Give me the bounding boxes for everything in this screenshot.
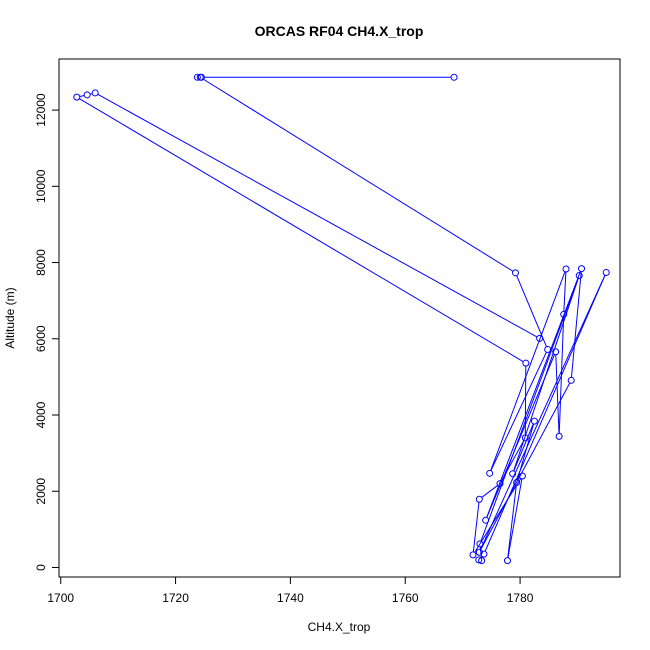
data-point bbox=[196, 73, 204, 81]
data-point bbox=[496, 480, 504, 488]
data-point bbox=[511, 269, 519, 277]
y-tick-label: 8000 bbox=[34, 249, 48, 276]
series-segment bbox=[480, 278, 579, 542]
data-point bbox=[450, 73, 458, 81]
data-point bbox=[475, 556, 483, 564]
y-tick-label: 4000 bbox=[34, 401, 48, 428]
data-point bbox=[480, 550, 488, 558]
data-point bbox=[475, 548, 483, 556]
series-segment bbox=[202, 78, 514, 272]
y-tick-label: 10000 bbox=[34, 169, 48, 203]
series-segment bbox=[480, 382, 571, 550]
data-point bbox=[521, 434, 529, 442]
series-lines bbox=[79, 76, 606, 558]
data-point bbox=[469, 551, 477, 559]
data-point bbox=[552, 348, 560, 356]
series-segment bbox=[570, 271, 582, 378]
series-segment bbox=[513, 278, 579, 472]
data-point bbox=[567, 376, 575, 384]
data-point bbox=[73, 93, 81, 101]
data-point bbox=[476, 540, 484, 548]
series-segment bbox=[507, 485, 517, 558]
data-point bbox=[518, 472, 526, 480]
y-axis-label: Altitude (m) bbox=[3, 287, 17, 348]
data-point bbox=[478, 557, 486, 565]
series-segment bbox=[563, 271, 567, 312]
data-point bbox=[83, 91, 91, 99]
series-points bbox=[73, 73, 610, 565]
data-point bbox=[560, 310, 568, 318]
data-point bbox=[482, 516, 490, 524]
data-point bbox=[544, 345, 552, 353]
x-tick-label: 1700 bbox=[47, 591, 74, 605]
data-point bbox=[503, 557, 511, 565]
series-segment bbox=[79, 94, 85, 97]
data-point bbox=[193, 73, 201, 81]
y-tick-label: 2000 bbox=[34, 478, 48, 505]
series-segment bbox=[79, 98, 524, 363]
series-segment bbox=[490, 271, 566, 471]
series-segment bbox=[486, 271, 581, 518]
x-tick-label: 1780 bbox=[507, 591, 534, 605]
data-point bbox=[602, 268, 610, 276]
data-point bbox=[475, 495, 483, 503]
y-axis: 0 2000 4000 6000 8000 10000 12000 bbox=[34, 93, 60, 571]
data-point bbox=[513, 478, 521, 486]
series-segment bbox=[480, 274, 606, 550]
series-segment bbox=[97, 93, 538, 338]
series-segment bbox=[524, 366, 527, 435]
data-point bbox=[522, 359, 530, 367]
y-tick-label: 12000 bbox=[34, 93, 48, 127]
x-tick-label: 1760 bbox=[392, 591, 419, 605]
data-point bbox=[509, 470, 517, 478]
y-tick-label: 6000 bbox=[34, 325, 48, 352]
data-point bbox=[91, 89, 99, 97]
y-tick-label: 0 bbox=[34, 564, 48, 571]
series-segment bbox=[516, 423, 535, 480]
data-point bbox=[530, 417, 538, 425]
data-point bbox=[555, 432, 563, 440]
series-segment bbox=[484, 275, 606, 552]
data-point bbox=[562, 265, 570, 273]
data-point bbox=[536, 334, 544, 342]
data-point bbox=[578, 265, 586, 273]
x-axis-label: CH4.X_trop bbox=[308, 620, 371, 634]
data-point bbox=[486, 469, 494, 477]
series-segment bbox=[513, 423, 534, 472]
chart-title: ORCAS RF04 CH4.X_trop bbox=[255, 23, 424, 39]
series-segment bbox=[474, 478, 522, 553]
series-segment bbox=[501, 440, 525, 482]
x-tick-label: 1740 bbox=[277, 591, 304, 605]
series-segment bbox=[490, 351, 547, 471]
series-segment bbox=[472, 502, 480, 552]
data-point bbox=[575, 272, 583, 280]
x-axis: 1700 1720 1740 1760 1780 bbox=[47, 576, 534, 605]
series-segment bbox=[555, 354, 560, 434]
x-tick-label: 1720 bbox=[162, 591, 189, 605]
series-segment bbox=[507, 478, 523, 558]
series-segment bbox=[481, 485, 498, 498]
